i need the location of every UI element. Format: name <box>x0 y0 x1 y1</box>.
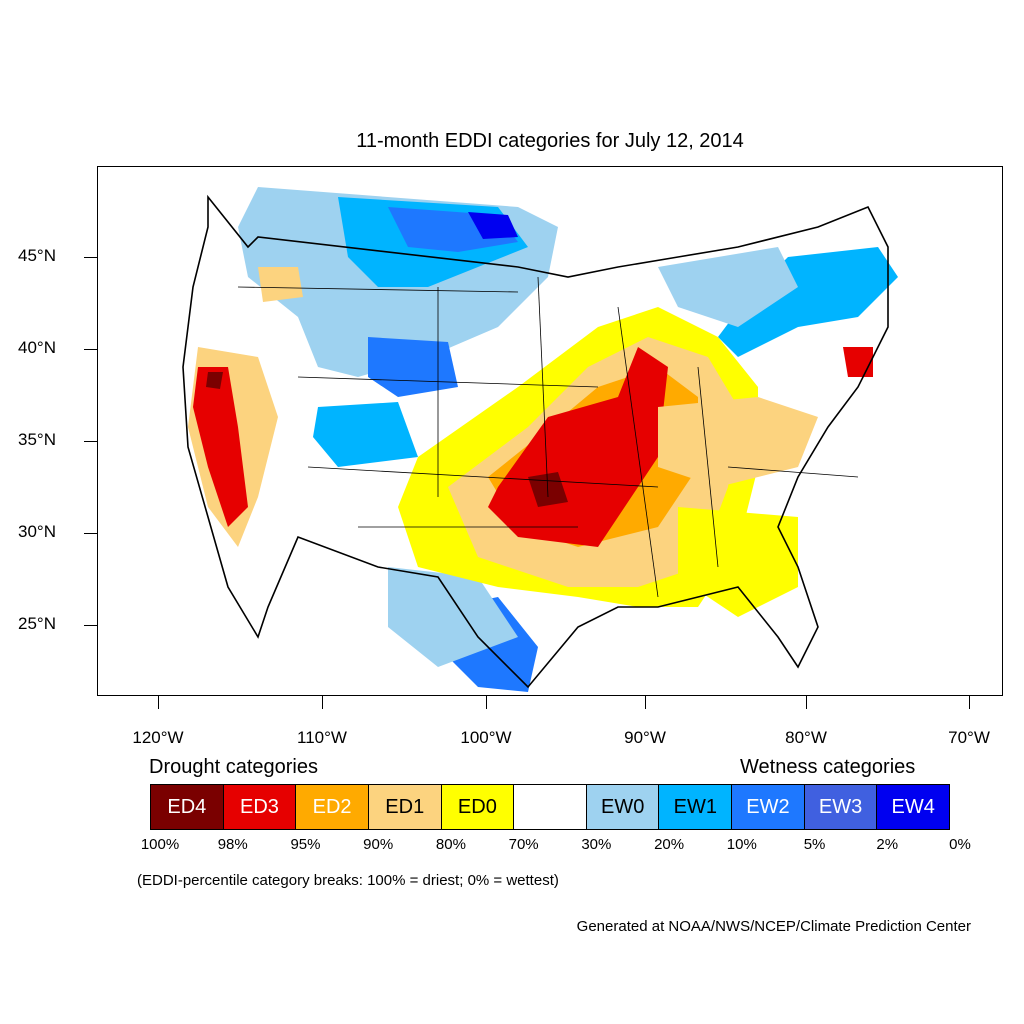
wetness-categories-heading: Wetness categories <box>740 756 916 778</box>
credit-line: Generated at NOAA/NWS/NCEP/Climate Predi… <box>576 918 971 935</box>
lat-tick <box>84 257 97 258</box>
lat-label: 35°N <box>18 430 56 449</box>
wet-region-great-lakes <box>718 247 898 357</box>
legend-cell-ed4: ED4 <box>151 785 224 829</box>
lon-label: 70°W <box>948 728 990 747</box>
wet-region-wyoming <box>368 337 458 397</box>
legend-cell-ew0: EW0 <box>586 785 660 829</box>
wet-region-texas-light <box>388 567 518 667</box>
lon-tick <box>645 696 646 709</box>
percentile-label: 30% <box>581 836 612 853</box>
legend-cell-ew2: EW2 <box>732 785 805 829</box>
map-title: 11-month EDDI categories for July 12, 20… <box>356 130 744 152</box>
percentile-label: 98% <box>217 836 248 853</box>
legend-cell-ew4: EW4 <box>877 785 950 829</box>
percentile-label: 20% <box>654 836 685 853</box>
percentile-label: 70% <box>508 836 539 853</box>
percentile-label: 5% <box>803 836 826 853</box>
drought-region-ohio-valley <box>658 397 818 487</box>
lon-tick <box>969 696 970 709</box>
legend-cell-ed1: ED1 <box>368 785 442 829</box>
drought-region-southeast-ed0 <box>678 507 798 617</box>
wetness-regions <box>238 187 898 692</box>
lat-tick <box>84 533 97 534</box>
lon-tick <box>322 696 323 709</box>
lon-label: 100°W <box>460 728 512 747</box>
legend-cell-ed2: ED2 <box>296 785 369 829</box>
lat-label: 45°N <box>18 246 56 265</box>
drought-categories-heading: Drought categories <box>149 756 318 778</box>
legend-cell-normal <box>514 785 587 829</box>
lat-label: 30°N <box>18 522 56 541</box>
percentile-labels: 100% 98% 95% 90% 80% 70% 30% 20% 10% 5% 2% 0% <box>0 836 1024 856</box>
lat-tick <box>84 349 97 350</box>
lat-tick <box>84 441 97 442</box>
eddi-map <box>182 187 898 692</box>
category-note: (EDDI-percentile category breaks: 100% =… <box>137 872 559 889</box>
percentile-label: 100% <box>140 836 180 853</box>
legend-cell-ed3: ED3 <box>223 785 297 829</box>
wet-region-north-dakota <box>468 212 518 239</box>
lon-tick <box>158 696 159 709</box>
percentile-label: 90% <box>363 836 394 853</box>
us-outline <box>182 194 889 689</box>
percentile-label: 10% <box>726 836 757 853</box>
lon-label: 120°W <box>132 728 184 747</box>
legend-cell-ew3: EW3 <box>804 785 878 829</box>
lon-label: 90°W <box>624 728 666 747</box>
lon-label: 80°W <box>785 728 827 747</box>
drought-region-california-ed4 <box>206 372 223 389</box>
state-lines <box>237 276 859 598</box>
boundaries <box>182 194 889 689</box>
wet-region-northeast <box>658 247 798 327</box>
lon-tick <box>806 696 807 709</box>
lon-label: 110°W <box>297 728 347 747</box>
legend-cell-ew1: EW1 <box>659 785 733 829</box>
legend-cell-ed0: ED0 <box>441 785 515 829</box>
legend-colorbar: ED4 ED3 ED2 ED1 ED0 EW0 EW1 EW2 EW3 EW4 <box>150 784 950 830</box>
percentile-label: 80% <box>435 836 466 853</box>
percentile-label: 2% <box>876 836 899 853</box>
map-frame <box>97 166 1003 696</box>
drought-region-northeast-ed3 <box>843 347 873 377</box>
lat-tick <box>84 625 97 626</box>
drought-region-nevada-ed1 <box>258 267 303 302</box>
lat-label: 25°N <box>18 614 56 633</box>
percentile-label: 95% <box>290 836 321 853</box>
drought-regions <box>188 267 873 617</box>
drought-region-plains-ed3 <box>488 347 668 547</box>
wet-region-utah <box>313 402 418 467</box>
lon-tick <box>486 696 487 709</box>
lat-label: 40°N <box>18 338 56 357</box>
percentile-label: 0% <box>949 836 971 853</box>
drought-region-california-ed3 <box>193 367 248 527</box>
